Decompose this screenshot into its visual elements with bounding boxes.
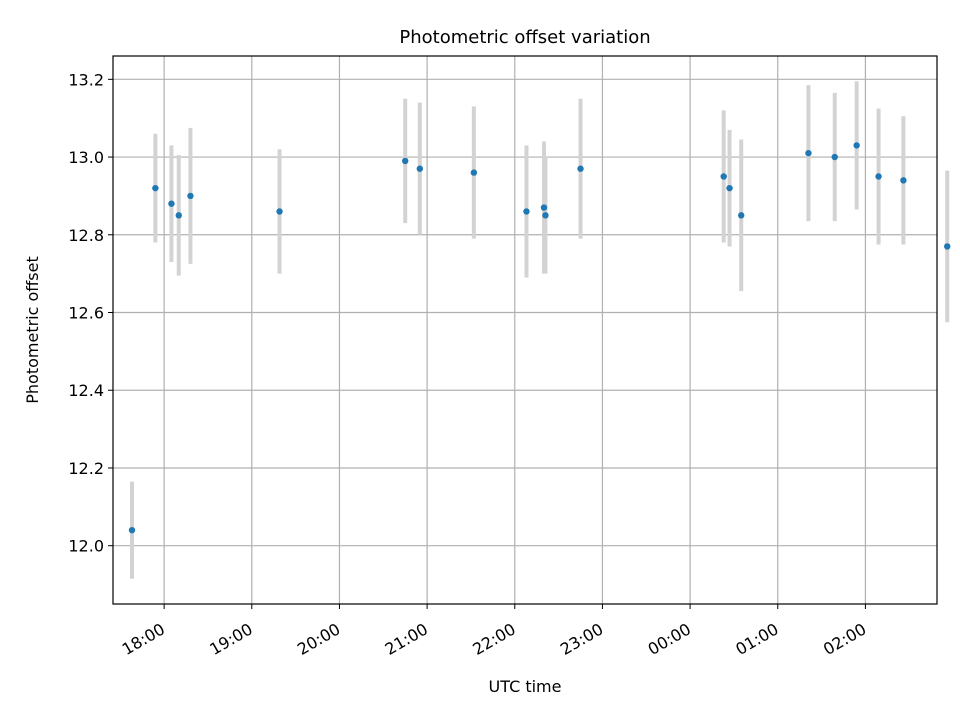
data-point [276,208,283,215]
data-point [523,208,530,215]
data-points [128,142,951,534]
chart-title: Photometric offset variation [399,27,650,48]
data-point [853,142,860,149]
data-point [577,165,584,172]
data-point [540,204,548,211]
data-point [187,192,194,200]
plot-frame [112,55,938,605]
y-tick-label: 12.8 [68,226,104,245]
y-tick-label: 13.2 [68,70,104,89]
data-point [738,212,745,219]
data-point [805,149,812,157]
data-point [128,526,136,534]
data-point [416,165,424,172]
data-point [401,157,409,165]
data-point [875,173,882,180]
data-point [152,184,159,192]
data-point [175,212,182,219]
y-tick-label: 12.4 [68,381,104,400]
y-axis-label: Photometric offset [23,256,42,404]
y-tick-label: 12.6 [68,304,104,323]
data-point [726,184,733,192]
data-point [900,177,907,184]
data-point [470,169,478,176]
y-tick-label: 12.0 [68,537,104,556]
y-axis-ticks: 12.0 12.2 12.4 12.6 12.8 13.0 13.2 [68,70,113,556]
x-axis-label: UTC time [489,677,562,696]
data-point [720,173,727,180]
data-point [831,153,838,161]
data-point [542,212,549,219]
y-tick-label: 12.2 [68,459,104,478]
data-point [168,200,175,207]
data-point [944,243,951,250]
y-tick-label: 13.0 [68,148,104,167]
